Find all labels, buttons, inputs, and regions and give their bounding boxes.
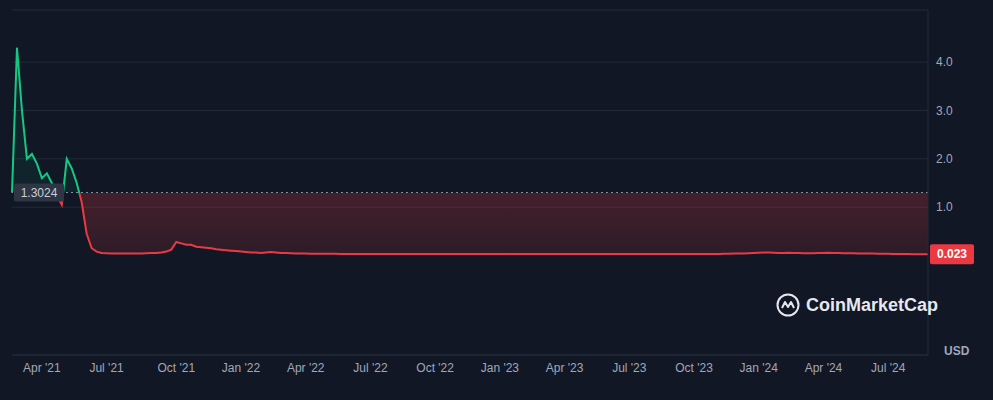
- svg-text:Apr '24: Apr '24: [805, 361, 843, 375]
- svg-text:Jul '23: Jul '23: [612, 361, 647, 375]
- html-text:CoinMarketCap: CoinMarketCap: [806, 294, 938, 315]
- svg-text:2.0: 2.0: [936, 152, 953, 166]
- svg-text:Jul '24: Jul '24: [871, 361, 906, 375]
- svg-text:1.0: 1.0: [936, 200, 953, 214]
- svg-text:Apr '21: Apr '21: [23, 361, 61, 375]
- html-text:USD: USD: [944, 344, 970, 358]
- svg-text:0.023: 0.023: [937, 247, 967, 261]
- svg-text:Jan '24: Jan '24: [740, 361, 779, 375]
- svg-text:Oct '23: Oct '23: [675, 361, 713, 375]
- svg-text:Jan '22: Jan '22: [222, 361, 261, 375]
- svg-text:1.3024: 1.3024: [21, 186, 58, 200]
- svg-text:Apr '23: Apr '23: [546, 361, 584, 375]
- svg-text:Jul '22: Jul '22: [353, 361, 388, 375]
- svg-text:4.0: 4.0: [936, 55, 953, 69]
- svg-text:Apr '22: Apr '22: [287, 361, 325, 375]
- svg-text:Oct '21: Oct '21: [157, 361, 195, 375]
- svg-text:3.0: 3.0: [936, 104, 953, 118]
- svg-text:Jan '23: Jan '23: [481, 361, 520, 375]
- svg-text:Jul '21: Jul '21: [89, 361, 124, 375]
- svg-text:Oct '22: Oct '22: [416, 361, 454, 375]
